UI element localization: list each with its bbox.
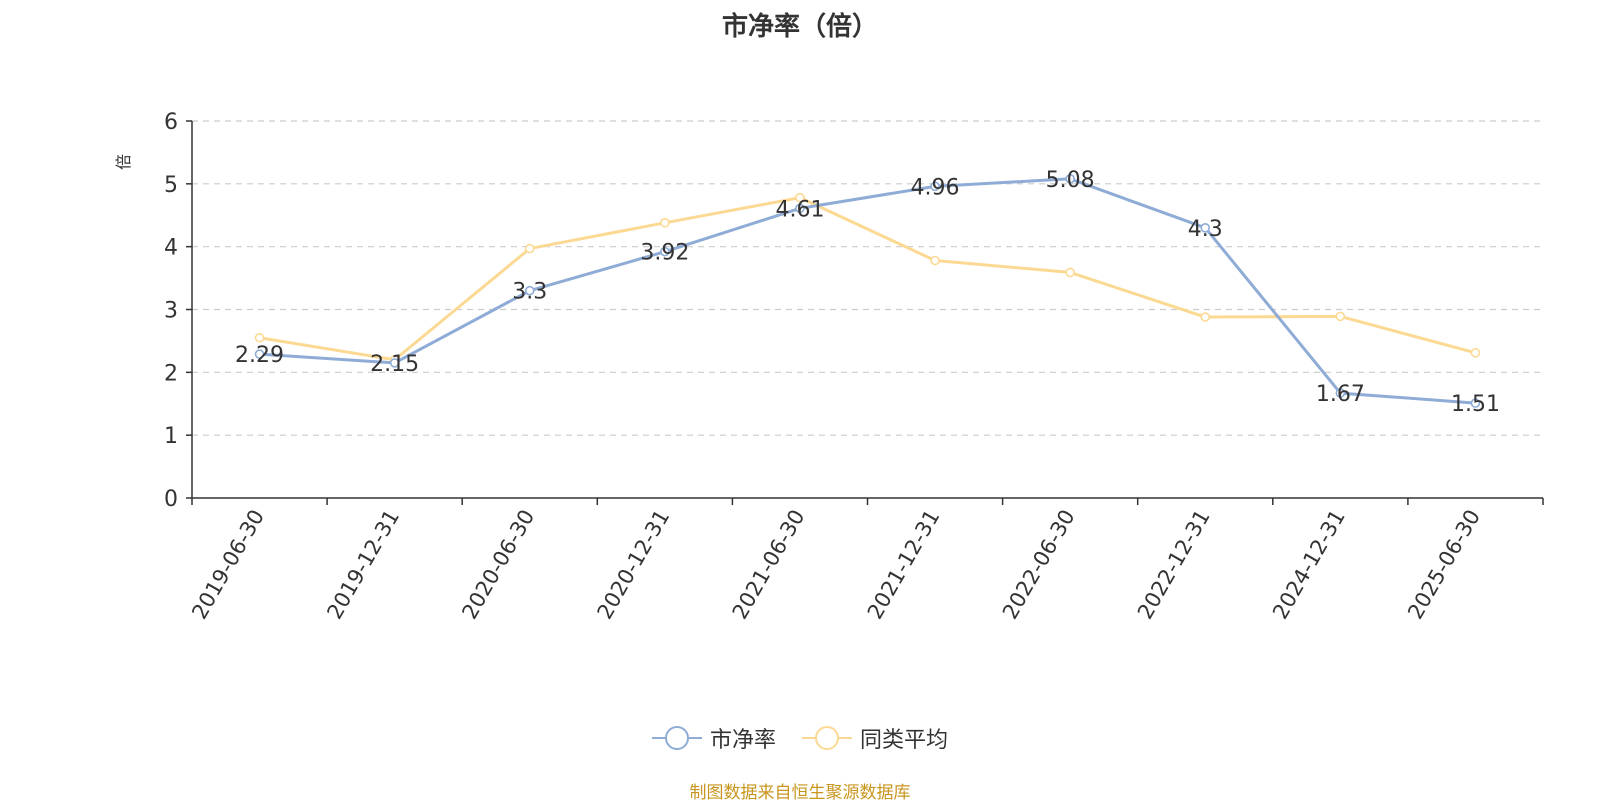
y-axis-label: 倍 bbox=[114, 154, 133, 170]
series-line bbox=[259, 177, 1476, 405]
series-line bbox=[259, 196, 1476, 362]
data-point[interactable] bbox=[930, 255, 940, 266]
y-tick-label: 5 bbox=[164, 173, 178, 198]
data-point[interactable] bbox=[660, 246, 670, 257]
x-tick-label: 2020-06-30 bbox=[457, 506, 539, 624]
y-tick-label: 2 bbox=[164, 361, 178, 386]
x-tick-label: 2020-12-31 bbox=[593, 506, 675, 624]
legend-item-peer-average[interactable]: 同类平均 bbox=[802, 722, 948, 754]
x-tick-label: 2021-06-30 bbox=[728, 506, 810, 624]
data-label: 5.08 bbox=[1046, 168, 1095, 193]
series-layer bbox=[254, 174, 1481, 408]
y-tick-label: 3 bbox=[164, 299, 178, 324]
data-label: 3.92 bbox=[640, 241, 689, 266]
x-tick-label: 2022-12-31 bbox=[1133, 506, 1215, 624]
data-point[interactable] bbox=[930, 181, 940, 192]
data-label: 2.15 bbox=[370, 352, 419, 377]
data-label: 4.61 bbox=[775, 197, 824, 222]
data-point[interactable] bbox=[795, 192, 805, 203]
data-label: 1.51 bbox=[1451, 392, 1500, 417]
data-point[interactable] bbox=[1335, 388, 1346, 398]
data-point[interactable] bbox=[389, 358, 400, 368]
data-point[interactable] bbox=[1200, 312, 1211, 322]
data-source-note: 制图数据来自恒生聚源数据库 bbox=[689, 783, 911, 803]
data-point[interactable] bbox=[1065, 267, 1075, 278]
legend-label: 市净率 bbox=[709, 728, 776, 753]
data-label: 3.3 bbox=[512, 280, 547, 305]
data-point[interactable] bbox=[795, 203, 805, 214]
chart-title: 市净率（倍） bbox=[721, 12, 878, 42]
grid-lines bbox=[192, 120, 1543, 436]
x-tick-label: 2022-06-30 bbox=[998, 506, 1080, 624]
data-point[interactable] bbox=[524, 243, 535, 254]
data-label: 4.3 bbox=[1188, 217, 1223, 242]
data-point[interactable] bbox=[1470, 398, 1481, 408]
y-tick-label: 0 bbox=[164, 487, 178, 512]
x-tick-label: 2019-06-30 bbox=[187, 506, 269, 624]
data-point[interactable] bbox=[254, 332, 265, 343]
data-label: 4.96 bbox=[911, 175, 960, 200]
data-labels: 2.29 2.15 3.3 3.92 4.61 4.96 5.08 4.3 1.67 1.51 bbox=[235, 168, 1500, 417]
legend-label: 同类平均 bbox=[860, 728, 949, 753]
x-tick-label: 2025-06-30 bbox=[1403, 506, 1485, 624]
y-tick-label: 1 bbox=[164, 424, 178, 449]
legend: 市净率 同类平均 bbox=[0, 722, 1600, 754]
data-point[interactable] bbox=[1335, 311, 1346, 322]
legend-item-pb[interactable]: 市净率 bbox=[651, 722, 776, 754]
data-label: 2.29 bbox=[235, 343, 284, 368]
x-tick-label: 2024-12-31 bbox=[1268, 506, 1350, 624]
data-point[interactable] bbox=[1200, 223, 1211, 233]
data-point[interactable] bbox=[660, 217, 670, 228]
legend-line-circle-icon bbox=[802, 726, 852, 750]
data-point[interactable] bbox=[1065, 174, 1075, 184]
y-tick-label: 6 bbox=[164, 110, 178, 135]
data-label: 1.67 bbox=[1316, 382, 1365, 407]
data-point[interactable] bbox=[254, 349, 265, 359]
line-chart: 0 1 2 3 4 5 6 2019-06-30 2019-12-31 2020-06-30 202… bbox=[114, 110, 1544, 624]
data-point[interactable] bbox=[524, 285, 535, 296]
data-point[interactable] bbox=[1470, 348, 1481, 358]
x-tick-label: 2019-12-31 bbox=[322, 506, 404, 624]
y-tick-label: 4 bbox=[164, 236, 178, 261]
x-tick-label: 2021-12-31 bbox=[863, 506, 945, 624]
legend-line-circle-icon bbox=[651, 726, 702, 750]
